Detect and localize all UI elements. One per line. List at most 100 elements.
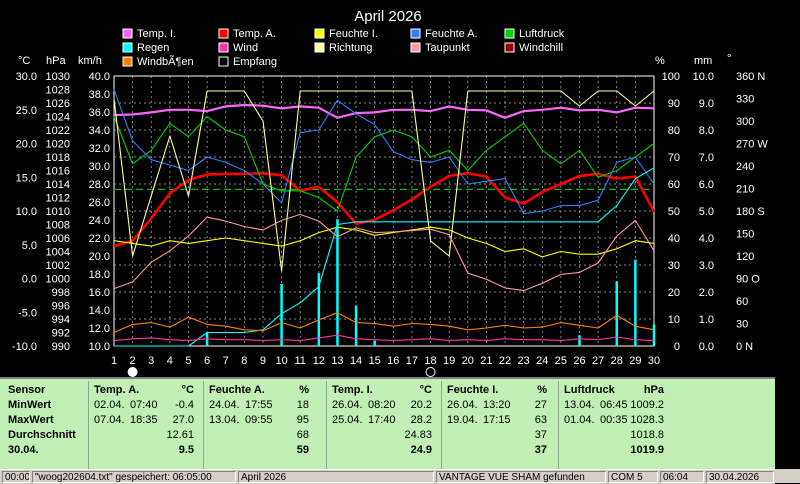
tick-day: 20: [462, 355, 474, 367]
legend-swatch: [411, 29, 420, 38]
tick-day: 1: [111, 355, 117, 367]
legend-swatch: [315, 29, 324, 38]
tick-kmh: 20.0: [89, 251, 110, 263]
tick-hpa: 1000: [46, 274, 70, 286]
legend-item[interactable]: Feuchte I.: [315, 28, 378, 40]
tick-day: 7: [223, 355, 229, 367]
window-corner: [775, 469, 800, 483]
tick-mm: 10.0: [693, 71, 714, 83]
tick-pct: 70: [668, 152, 680, 164]
tick-day: 30: [648, 355, 660, 367]
tick-kmh: 26.0: [89, 197, 110, 209]
status-date: 30.04.2026: [706, 471, 774, 483]
summary-group-unit: %: [507, 383, 547, 397]
tick-day: 18: [424, 355, 436, 367]
summary-value: 1009.2: [614, 398, 664, 412]
summary-group-unit: °C: [392, 383, 432, 397]
summary-group-name: Temp. I.: [332, 383, 373, 397]
tick-day: 5: [185, 355, 191, 367]
summary-value: 63: [497, 413, 547, 427]
axis-unit-kmh: km/h: [78, 55, 102, 67]
legend-label: Feuchte I.: [329, 28, 378, 40]
tick-day: 3: [148, 355, 154, 367]
tick-dir: 270 W: [736, 139, 768, 151]
tick-day: 11: [294, 355, 305, 367]
legend-item[interactable]: Empfang: [219, 56, 277, 68]
legend-item[interactable]: Richtung: [315, 42, 372, 54]
legend-label: WindbÃ¶en: [137, 55, 194, 68]
tick-pct: 10: [668, 314, 680, 326]
summary-value: -0.4: [144, 398, 194, 412]
summary-value: 68: [259, 428, 309, 442]
tick-pct: 0: [674, 341, 680, 353]
legend-swatch: [123, 43, 132, 52]
summary-date: 13.04.: [564, 398, 595, 412]
legend-item[interactable]: Temp. A.: [219, 28, 276, 40]
new-moon-icon-disk: [426, 368, 435, 377]
tick-mm: 1.0: [699, 314, 714, 326]
tick-dir: 150: [736, 229, 754, 241]
tick-temp: -5.0: [18, 307, 37, 319]
row-label-avg: Durchschnitt: [8, 428, 76, 442]
tick-kmh: 18.0: [89, 269, 110, 281]
status-bar: 00:00 "woog202604.txt" gespeichert: 06:0…: [0, 469, 775, 484]
summary-value: 1019.9: [614, 443, 664, 457]
tick-dir: 180 S: [736, 206, 765, 218]
tick-day: 13: [331, 355, 343, 367]
new-moon-icon: [426, 368, 435, 377]
legend-label: Regen: [137, 42, 169, 54]
tick-hpa: 998: [52, 287, 70, 299]
tick-temp: -10.0: [12, 341, 37, 353]
legend-swatch: [123, 29, 132, 38]
tick-day: 28: [611, 355, 623, 367]
tick-day: 2: [130, 355, 136, 367]
tick-kmh: 40.0: [89, 71, 110, 83]
summary-group-unit: %: [269, 383, 309, 397]
summary-value: 27.0: [144, 413, 194, 427]
tick-dir: 300: [736, 116, 754, 128]
tick-mm: 3.0: [699, 260, 714, 272]
tick-hpa: 1010: [46, 206, 70, 218]
legend-item[interactable]: Wind: [219, 42, 258, 54]
legend-swatch: [123, 57, 132, 66]
weather-chart: April 2026 Temp. I.Temp. A.Feuchte I.Feu…: [0, 0, 775, 377]
row-label-current: 30.04.: [8, 443, 39, 457]
tick-kmh: 34.0: [89, 125, 110, 137]
summary-value: 37: [497, 443, 547, 457]
summary-panel: Sensor MinWert MaxWert Durchschnitt 30.0…: [0, 377, 775, 469]
axis-unit-temp: °C: [18, 55, 30, 67]
tick-day: 14: [350, 355, 362, 367]
tick-hpa: 1002: [46, 260, 70, 272]
tick-kmh: 14.0: [89, 305, 110, 317]
tick-dir: 30: [736, 319, 748, 331]
summary-group-name: Temp. A.: [94, 383, 139, 397]
tick-day: 25: [555, 355, 567, 367]
tick-hpa: 1008: [46, 220, 70, 232]
tick-temp: 20.0: [16, 139, 37, 151]
axis-unit-mm: mm: [694, 55, 712, 67]
tick-mm: 6.0: [699, 179, 714, 191]
tick-mm: 9.0: [699, 98, 714, 110]
legend-item[interactable]: Temp. I.: [123, 28, 176, 40]
tick-hpa: 996: [52, 301, 70, 313]
tick-day: 16: [387, 355, 399, 367]
legend-item[interactable]: Regen: [123, 42, 169, 54]
tick-dir: 0 N: [736, 341, 753, 353]
tick-temp: 30.0: [16, 71, 37, 83]
tick-kmh: 16.0: [89, 287, 110, 299]
tick-day: 24: [536, 355, 548, 367]
tick-day: 21: [480, 355, 492, 367]
summary-value: 12.61: [144, 428, 194, 442]
legend-item[interactable]: Luftdruck: [505, 28, 565, 40]
legend-swatch: [505, 43, 514, 52]
legend-item[interactable]: Windchill: [505, 42, 563, 54]
status-clock: 06:04: [660, 471, 704, 483]
tick-mm: 5.0: [699, 206, 714, 218]
status-month: April 2026: [238, 471, 434, 483]
tick-temp: 15.0: [16, 172, 37, 184]
legend-item[interactable]: Taupunkt: [411, 42, 470, 54]
full-moon-icon: [128, 368, 137, 377]
summary-value: 28.2: [382, 413, 432, 427]
